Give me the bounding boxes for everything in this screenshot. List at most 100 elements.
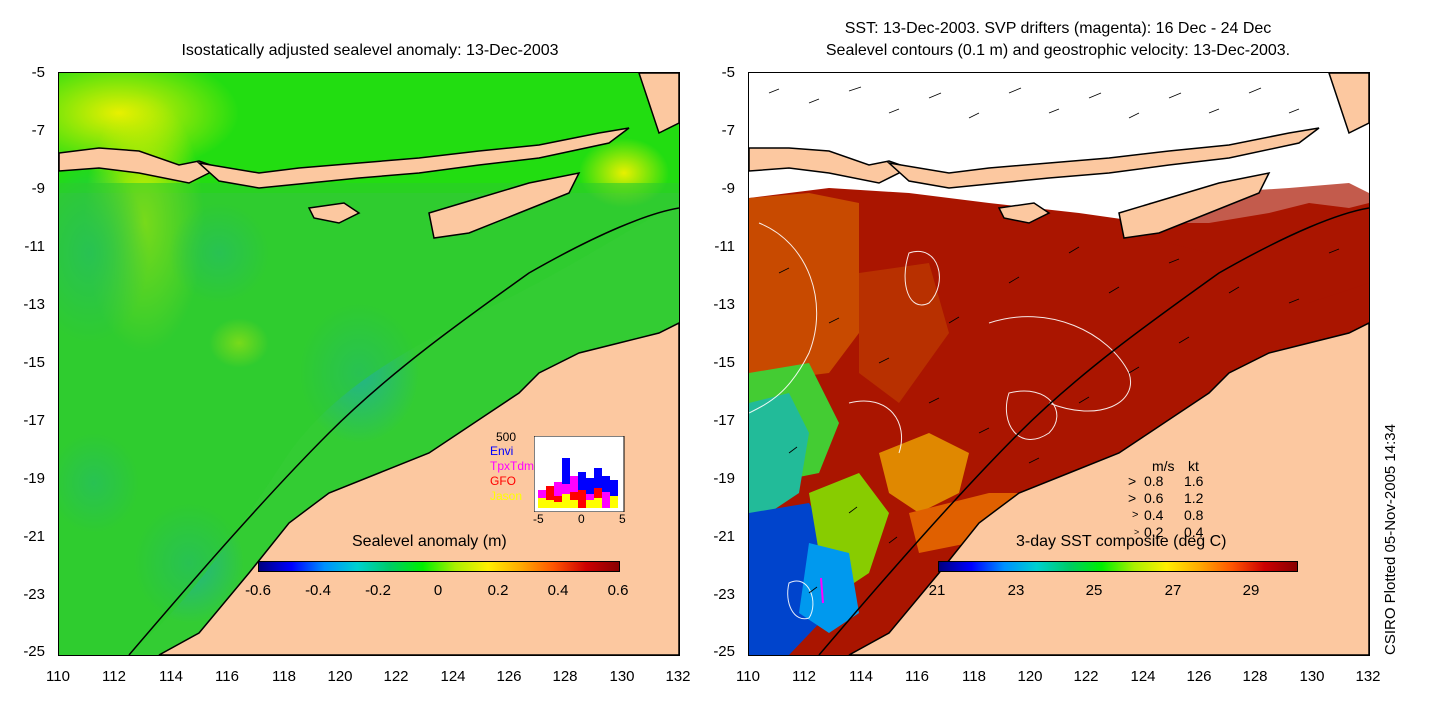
- left-xtick: 124: [440, 668, 466, 685]
- inset-series-jason: Jason: [490, 489, 523, 503]
- legend-ms-0: 0.8: [1144, 473, 1164, 489]
- legend-header-kt: kt: [1188, 458, 1199, 474]
- left-ytick: -17: [23, 412, 45, 429]
- left-xtick: 132: [665, 668, 691, 685]
- shelf-break-contour: [128, 207, 679, 655]
- left-ytick: -25: [23, 643, 45, 660]
- land-australia-right: [848, 322, 1369, 655]
- legend-arrow-0: >: [1128, 473, 1137, 489]
- right-xtick: 110: [736, 668, 760, 685]
- right-cbar-tick-1: 23: [1007, 582, 1025, 599]
- right-title-line1: SST: 13-Dec-2003. SVP drifters (magenta)…: [844, 20, 1272, 37]
- left-xtick: 130: [609, 668, 635, 685]
- legend-header-ms: m/s: [1152, 458, 1175, 474]
- right-xtick: 128: [1242, 668, 1268, 685]
- velocity-vectors: [768, 86, 1340, 594]
- right-xtick: 116: [905, 668, 929, 685]
- left-xtick: 110: [46, 668, 70, 685]
- credit-text: CSIRO Plotted 05-Nov-2005 14:34: [1382, 424, 1399, 655]
- right-ytick: -9: [721, 180, 735, 197]
- legend-arrow-3: >: [1134, 527, 1140, 537]
- left-colorbar: [258, 561, 620, 572]
- land-lesser-sunda: [196, 127, 630, 189]
- left-xtick: 112: [102, 668, 126, 685]
- right-xtick: 114: [849, 668, 873, 685]
- right-ytick: -15: [713, 354, 735, 371]
- right-xtick: 124: [1130, 668, 1156, 685]
- right-cbar-tick-0: 21: [928, 582, 946, 599]
- left-ytick: -11: [24, 238, 45, 255]
- left-cbar-tick-5: 0.4: [547, 582, 569, 599]
- left-cbar-tick-2: -0.2: [365, 582, 391, 599]
- left-xtick: 118: [272, 668, 296, 685]
- right-xtick: 118: [962, 668, 986, 685]
- left-cbar-tick-1: -0.4: [305, 582, 331, 599]
- left-map: [58, 72, 680, 656]
- right-xtick: 122: [1073, 668, 1099, 685]
- left-xtick: 116: [215, 668, 239, 685]
- land-timor: [428, 171, 581, 239]
- right-xtick: 112: [792, 668, 816, 685]
- inset-series-tpxtdm: TpxTdm: [490, 459, 535, 473]
- inset-xtick-5: 5: [619, 512, 626, 526]
- right-colorbar: [938, 561, 1298, 572]
- left-ytick: -7: [31, 122, 45, 139]
- left-xtick: 128: [552, 668, 578, 685]
- legend-arrow-1: >: [1128, 490, 1137, 506]
- right-xtick: 126: [1186, 668, 1212, 685]
- svp-drifter-track: [820, 577, 824, 604]
- left-ytick: -13: [23, 296, 45, 313]
- inset-series-envi: Envi: [490, 444, 514, 458]
- right-map-svg: [749, 73, 1369, 655]
- inset-series-gfo: GFO: [490, 474, 516, 488]
- left-colorbar-label: Sealevel anomaly (m): [352, 533, 507, 550]
- right-ytick: -21: [713, 528, 735, 545]
- inset-top-value: 500: [496, 430, 517, 444]
- right-ytick: -19: [713, 470, 735, 487]
- legend-kt-2: 0.8: [1184, 507, 1204, 523]
- land-sumba: [307, 202, 361, 224]
- legend-ms-1: 0.6: [1144, 490, 1164, 506]
- legend-kt-3: 0.4: [1184, 524, 1204, 540]
- left-inset: 500 Envi TpxTdm GFO Jason -5 0 5: [488, 430, 638, 526]
- legend-arrow-2: >: [1132, 509, 1139, 521]
- right-ytick: -7: [721, 122, 735, 139]
- left-cbar-tick-4: 0.2: [487, 582, 509, 599]
- legend-ms-2: 0.4: [1144, 507, 1164, 523]
- right-ytick: -5: [721, 64, 735, 81]
- right-ytick: -25: [713, 643, 735, 660]
- left-xtick: 114: [159, 668, 183, 685]
- left-cbar-tick-0: -0.6: [245, 582, 271, 599]
- legend-kt-0: 1.6: [1184, 473, 1204, 489]
- left-ytick: -15: [23, 354, 45, 371]
- inset-chart: [534, 436, 625, 512]
- right-map: [748, 72, 1370, 656]
- right-colorbar-label: 3-day SST composite (deg C): [1016, 533, 1227, 550]
- left-ytick: -19: [23, 470, 45, 487]
- right-xtick: 132: [1355, 668, 1381, 685]
- left-title: Isostatically adjusted sealevel anomaly:…: [181, 42, 559, 59]
- right-cbar-tick-4: 29: [1242, 582, 1260, 599]
- left-xtick: 122: [383, 668, 409, 685]
- legend-kt-1: 1.2: [1184, 490, 1204, 506]
- left-xtick: 126: [496, 668, 522, 685]
- right-cbar-tick-3: 27: [1164, 582, 1182, 599]
- inset-bars: [538, 458, 618, 508]
- left-cbar-tick-6: 0.6: [607, 582, 629, 599]
- right-ytick: -11: [714, 238, 735, 255]
- legend-ms-3: 0.2: [1144, 524, 1164, 540]
- right-ytick: -23: [713, 586, 735, 603]
- left-xtick: 120: [327, 668, 353, 685]
- right-xtick: 120: [1017, 668, 1043, 685]
- right-cbar-tick-2: 25: [1085, 582, 1103, 599]
- left-ytick: -21: [23, 528, 45, 545]
- land-australia: [158, 322, 679, 655]
- left-ytick: -23: [23, 586, 45, 603]
- inset-xtick-0: 0: [578, 512, 585, 526]
- right-ytick: -17: [713, 412, 735, 429]
- right-xtick: 130: [1299, 668, 1325, 685]
- left-ytick: -9: [31, 180, 45, 197]
- left-map-svg: [59, 73, 679, 655]
- left-ytick: -5: [31, 64, 45, 81]
- inset-xtick-neg5: -5: [533, 512, 544, 526]
